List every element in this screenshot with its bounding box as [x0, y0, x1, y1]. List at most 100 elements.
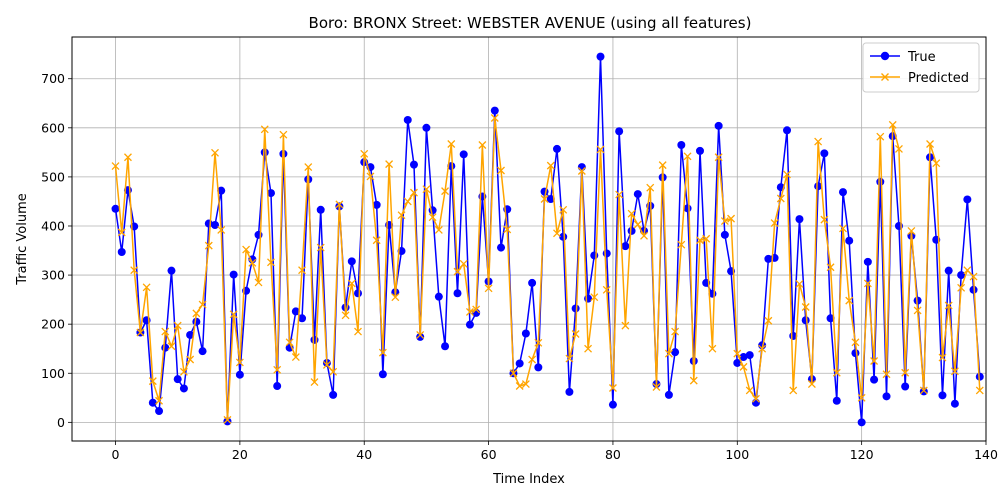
data-point-predicted [577, 167, 586, 175]
data-point-true [671, 348, 680, 357]
data-point-predicted [658, 161, 667, 170]
plot-series [111, 52, 984, 427]
data-point-predicted [876, 132, 885, 141]
data-point-true [838, 188, 847, 197]
data-point-predicted [229, 310, 238, 319]
data-point-predicted [385, 160, 394, 169]
data-point-predicted [559, 205, 568, 214]
data-point-true [857, 418, 866, 427]
data-point-predicted [652, 383, 661, 391]
data-point-true [198, 347, 207, 356]
data-point-predicted [751, 394, 760, 403]
data-point-true [534, 363, 543, 372]
data-point-predicted [130, 266, 139, 275]
data-point-true [235, 370, 244, 379]
data-point-true [751, 398, 760, 407]
data-point-predicted [814, 137, 823, 146]
data-point-predicted [410, 188, 418, 197]
y-axis-label: Traffic Volume [15, 193, 30, 286]
y-tick-label: 300 [41, 268, 65, 283]
data-point-predicted [267, 258, 275, 267]
data-point-predicted [783, 170, 791, 179]
data-point-predicted [826, 263, 835, 272]
data-point-true [764, 254, 773, 263]
data-point-predicted [273, 365, 282, 374]
data-point-predicted [447, 140, 456, 148]
x-tick-label: 80 [605, 447, 621, 462]
data-point-true [957, 271, 966, 280]
y-tick-label: 700 [41, 71, 65, 86]
data-point-predicted [546, 161, 555, 170]
data-point-predicted [608, 384, 617, 392]
data-point-predicted [416, 331, 425, 339]
data-point-predicted [260, 125, 269, 134]
data-point-predicted [764, 316, 773, 325]
data-point-true [441, 342, 450, 351]
data-point-predicted [428, 213, 437, 222]
data-point-predicted [696, 236, 704, 245]
data-point-predicted [192, 309, 201, 318]
data-point-predicted [142, 283, 151, 292]
data-point-true [403, 115, 412, 124]
data-point-true [515, 359, 524, 368]
data-point-predicted [322, 360, 331, 369]
data-point-predicted [117, 228, 126, 237]
data-point-true [584, 294, 593, 303]
data-point-true [559, 232, 568, 241]
data-point-true [870, 375, 879, 384]
data-point-true [329, 390, 338, 399]
data-point-predicted [391, 293, 400, 302]
data-point-predicted [366, 172, 375, 181]
legend: True Predicted [862, 42, 980, 93]
data-point-predicted [770, 219, 779, 228]
data-point-true [901, 382, 910, 391]
data-point-predicted [907, 226, 916, 235]
data-point-true [497, 243, 506, 252]
data-point-true [851, 349, 860, 358]
data-point-predicted [304, 163, 313, 172]
legend-label-predicted: Predicted [908, 71, 969, 86]
data-point-predicted [720, 217, 729, 226]
data-point-predicted [664, 349, 673, 358]
series-predicted [111, 114, 984, 424]
data-point-true [820, 149, 829, 158]
data-point-predicted [155, 396, 164, 405]
data-point-true [354, 289, 363, 298]
data-point-true [167, 266, 176, 275]
data-point-predicted [913, 306, 922, 315]
data-point-true [223, 417, 232, 426]
data-point-predicted [441, 187, 450, 196]
data-point-true [801, 316, 810, 325]
data-point-true [963, 195, 972, 204]
data-point-predicted [211, 148, 219, 157]
data-point-predicted [596, 145, 605, 154]
data-point-predicted [689, 376, 698, 385]
data-point-true [378, 370, 387, 379]
data-point-predicted [863, 279, 872, 288]
data-point-predicted [714, 153, 723, 162]
y-tick-label: 200 [41, 317, 65, 332]
data-point-true [739, 353, 748, 362]
x-tick-label: 40 [356, 447, 372, 462]
data-point-predicted [739, 362, 748, 371]
data-point-true [266, 189, 275, 198]
data-point-true [720, 230, 729, 239]
data-point-predicted [254, 278, 263, 287]
data-point-predicted [497, 166, 505, 175]
data-point-predicted [888, 120, 897, 129]
data-point-true [416, 332, 425, 341]
data-point-true [814, 182, 823, 191]
data-point-predicted [646, 183, 655, 192]
data-point-predicted [671, 327, 680, 336]
data-point-true [602, 249, 611, 258]
plot-frame [71, 36, 987, 442]
data-point-predicted [465, 307, 474, 316]
x-tick-label: 0 [112, 447, 120, 462]
data-point-true [298, 314, 307, 323]
data-point-predicted [316, 243, 325, 252]
data-point-true [783, 126, 792, 135]
data-point-predicted [503, 225, 512, 234]
data-point-predicted [702, 234, 711, 243]
data-point-true [608, 400, 617, 409]
data-point-true [633, 190, 642, 199]
